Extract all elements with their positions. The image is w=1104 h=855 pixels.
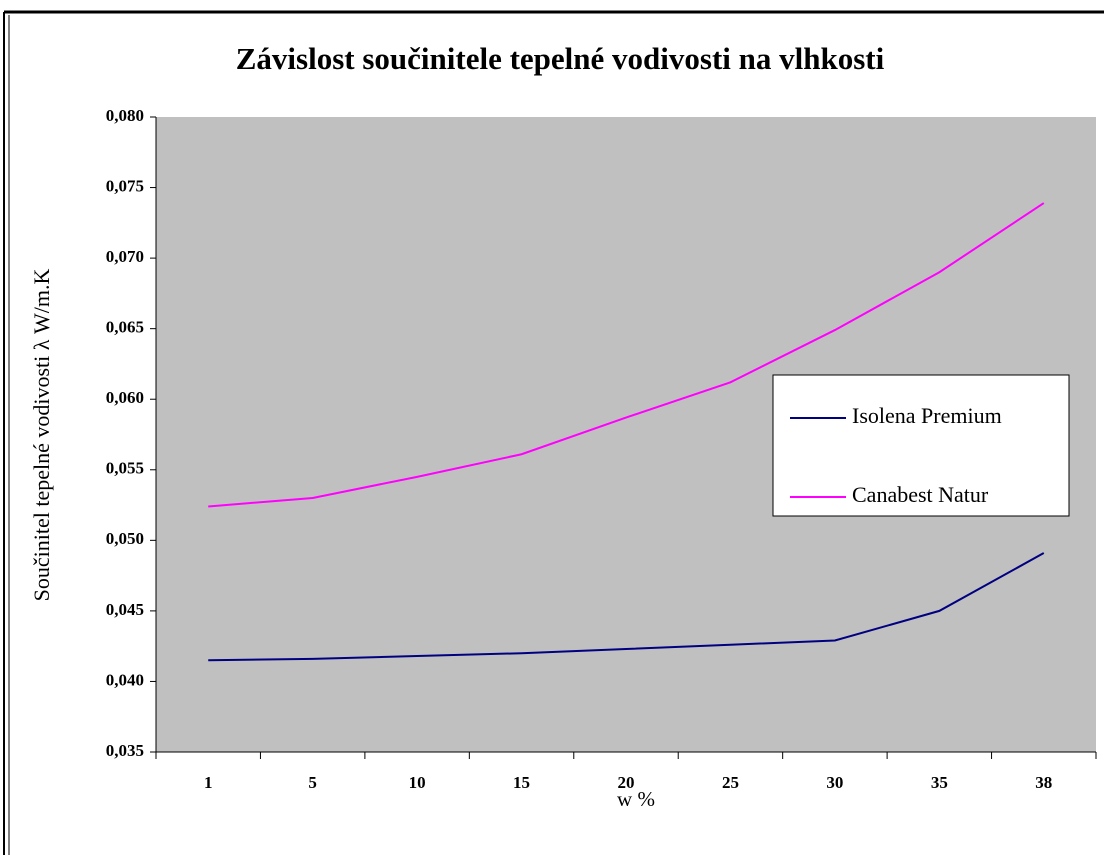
chart-title: Závislost součinitele tepelné vodivosti … — [236, 41, 885, 76]
x-tick-label: 20 — [618, 773, 635, 792]
x-tick-label: 38 — [1035, 773, 1052, 792]
y-tick-label: 0,045 — [106, 600, 144, 619]
x-tick-label: 25 — [722, 773, 739, 792]
x-tick-label: 30 — [826, 773, 843, 792]
x-tick-label: 10 — [409, 773, 426, 792]
x-tick-label: 1 — [204, 773, 213, 792]
legend — [772, 374, 1070, 517]
y-tick-label: 0,050 — [106, 529, 144, 548]
x-axis-label: w % — [617, 787, 655, 811]
y-tick-label: 0,080 — [106, 106, 144, 125]
y-axis-label: Součinitel tepelné vodivosti λ W/m.K — [29, 269, 54, 602]
y-tick-label: 0,055 — [106, 459, 144, 478]
y-tick-label: 0,065 — [106, 318, 144, 337]
y-tick-label: 0,060 — [106, 388, 144, 407]
y-tick-label: 0,070 — [106, 247, 144, 266]
y-tick-label: 0,040 — [106, 670, 144, 689]
x-tick-label: 35 — [931, 773, 948, 792]
series-line — [208, 202, 1045, 508]
series-line — [208, 552, 1045, 662]
legend-label: Canabest Natur — [852, 482, 989, 507]
legend-label: Isolena Premium — [852, 403, 1002, 428]
x-tick-label: 5 — [308, 773, 317, 792]
y-tick-label: 0,035 — [106, 741, 144, 760]
x-tick-label: 15 — [513, 773, 530, 792]
y-tick-label: 0,075 — [106, 176, 144, 195]
